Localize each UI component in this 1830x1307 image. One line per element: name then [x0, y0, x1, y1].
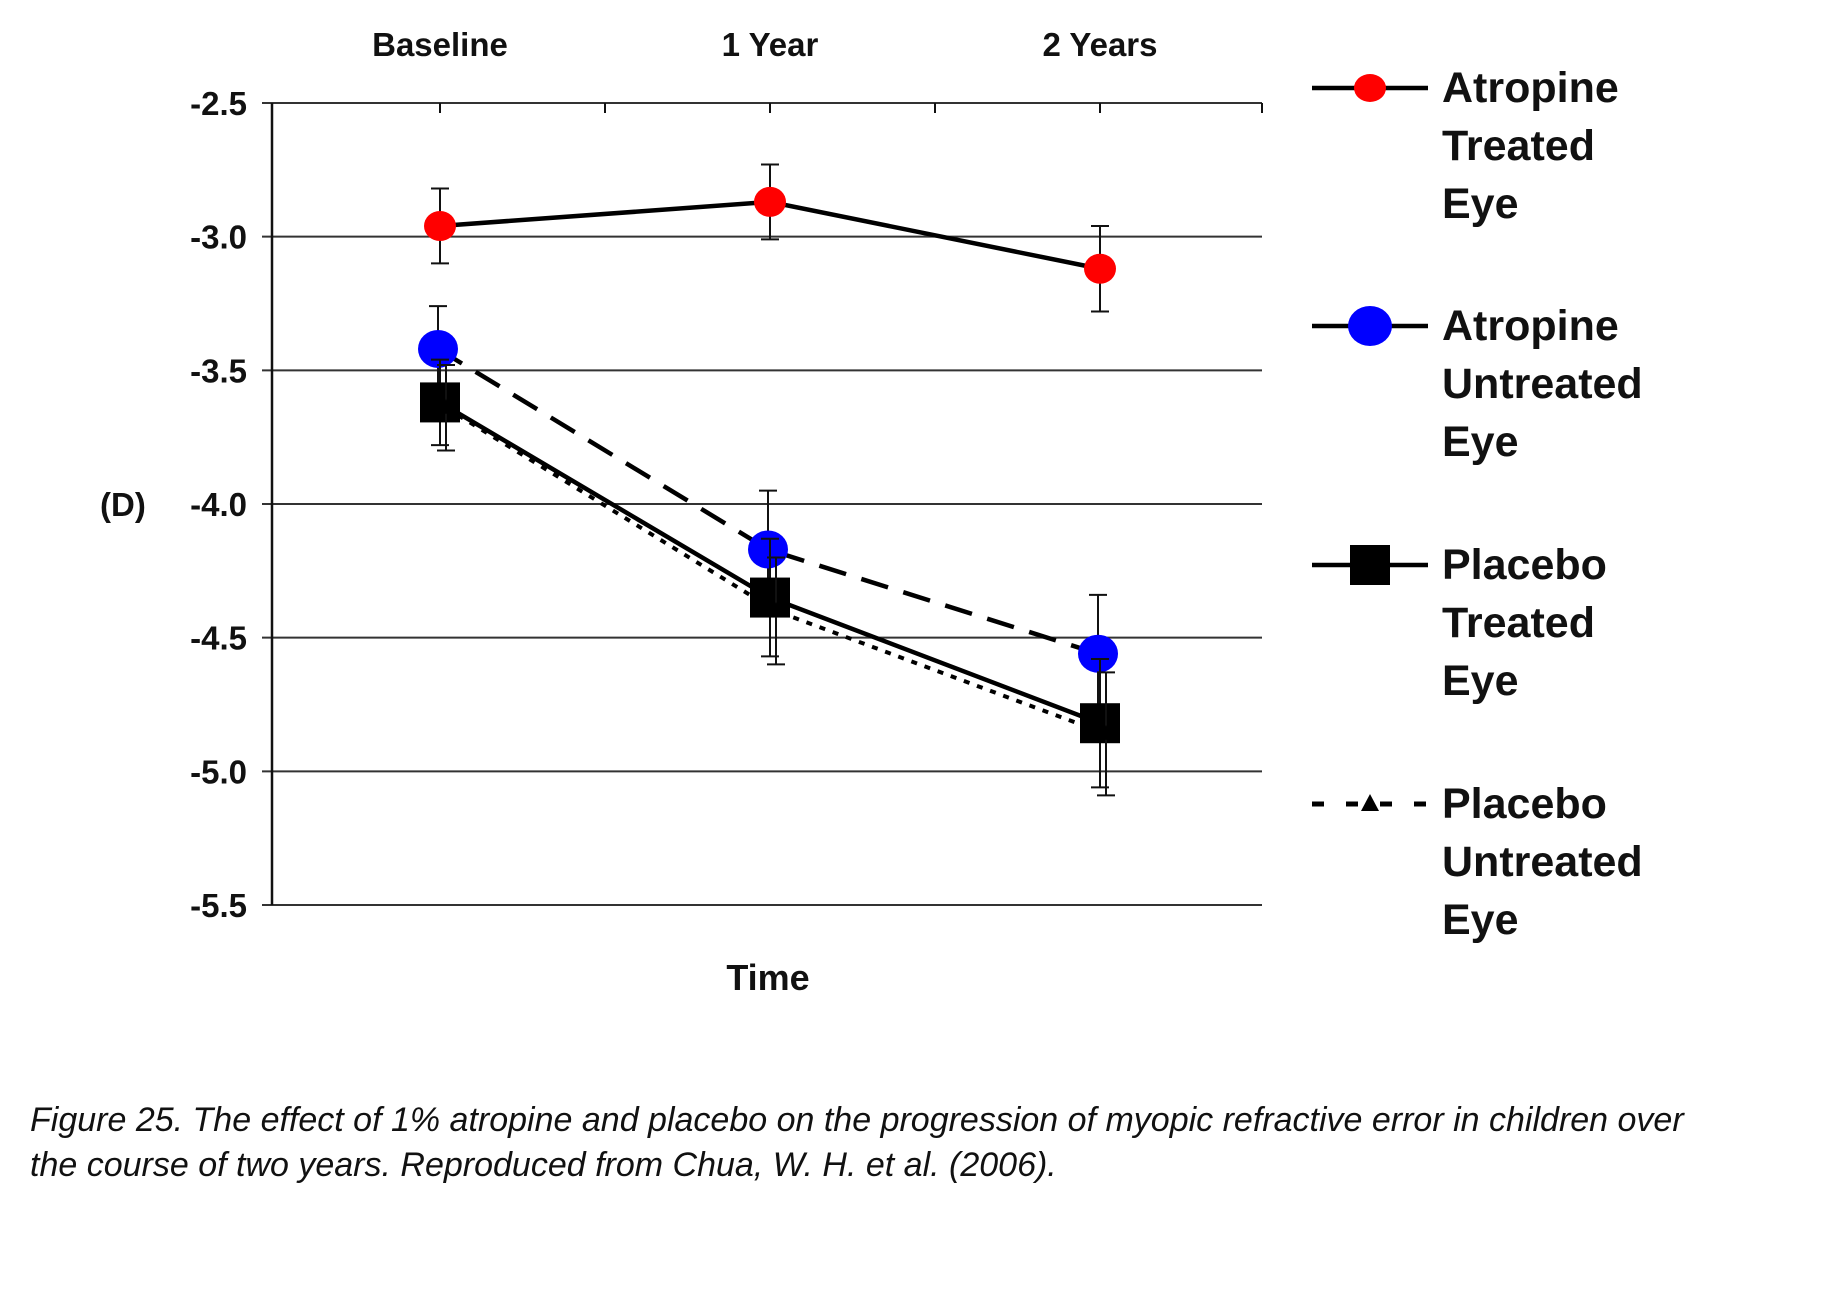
legend-label: Eye — [1442, 896, 1519, 944]
legend-item: Placebo Treated Eye — [1312, 541, 1607, 705]
legend-label: Eye — [1442, 657, 1519, 705]
series-line — [444, 406, 1107, 736]
series-placebo-untreated-eye — [437, 363, 1115, 797]
axes — [270, 103, 1263, 905]
legend-item: Atropine Treated Eye — [1312, 64, 1619, 228]
caption-line-1: Figure 25. The effect of 1% atropine and… — [30, 1101, 1684, 1139]
series — [418, 163, 1120, 797]
legend-item: Placebo Untreated Eye — [1312, 780, 1643, 944]
y-tick-label: -4.0 — [190, 486, 247, 523]
data-point — [424, 210, 456, 241]
legend-label: Untreated — [1442, 360, 1643, 408]
data-point — [438, 398, 454, 414]
y-tick-label: -5.0 — [190, 753, 247, 790]
category-label: 1 Year — [722, 26, 819, 63]
legend-marker — [1348, 306, 1392, 346]
legend: AtropineTreatedEyeAtropineUntreatedEyePl… — [1312, 64, 1643, 944]
x-axis-label: Time — [726, 957, 809, 998]
legend-label: Untreated — [1442, 838, 1643, 886]
legend-label: Atropine — [1442, 64, 1619, 112]
data-point — [1098, 724, 1114, 740]
legend-label: Placebo — [1442, 541, 1607, 589]
series-atropine-untreated-eye — [418, 305, 1118, 714]
caption-line-2: the course of two years. Reproduced from… — [30, 1146, 1057, 1184]
series-placebo-treated-eye — [420, 358, 1120, 789]
data-point — [418, 329, 458, 368]
y-tick-label: -3.0 — [190, 219, 247, 256]
legend-marker — [1350, 545, 1390, 585]
data-point — [750, 577, 790, 618]
y-tick-label: -2.5 — [190, 85, 247, 122]
legend-label: Placebo — [1442, 780, 1607, 828]
data-point — [754, 186, 786, 217]
grid-lines — [262, 102, 1262, 906]
data-point — [1078, 634, 1118, 673]
legend-marker — [1354, 74, 1386, 102]
legend-marker — [1361, 794, 1379, 811]
legend-label: Eye — [1442, 418, 1519, 466]
legend-item: Atropine Untreated Eye — [1312, 302, 1643, 466]
legend-label: Treated — [1442, 599, 1595, 647]
y-tick-label: -3.5 — [190, 352, 247, 389]
data-point — [1084, 253, 1116, 284]
legend-label: Treated — [1442, 122, 1595, 170]
category-label: Baseline — [372, 26, 508, 63]
y-tick-label: -5.5 — [190, 887, 247, 924]
series-line — [436, 347, 1099, 656]
y-tick-labels: -2.5 -3.0 -3.5 -4.0 -4.5 -5.0 -5.5 — [190, 85, 247, 924]
legend-label: Eye — [1442, 180, 1519, 228]
category-labels: Baseline 1 Year 2 Years — [372, 26, 1157, 63]
chart: Baseline 1 Year 2 Years -2.5 -3.0 -3.5 -4.0 -4… — [100, 26, 1643, 998]
series-atropine-treated-eye — [424, 163, 1116, 313]
figure-caption: Figure 25. The effect of 1% atropine and… — [30, 1098, 1810, 1188]
category-label: 2 Years — [1042, 26, 1157, 63]
y-axis-label: (D) — [100, 486, 146, 523]
data-point — [420, 382, 460, 423]
legend-label: Atropine — [1442, 302, 1619, 350]
data-point — [768, 601, 784, 617]
data-point — [748, 530, 788, 569]
y-tick-label: -4.5 — [190, 620, 247, 657]
